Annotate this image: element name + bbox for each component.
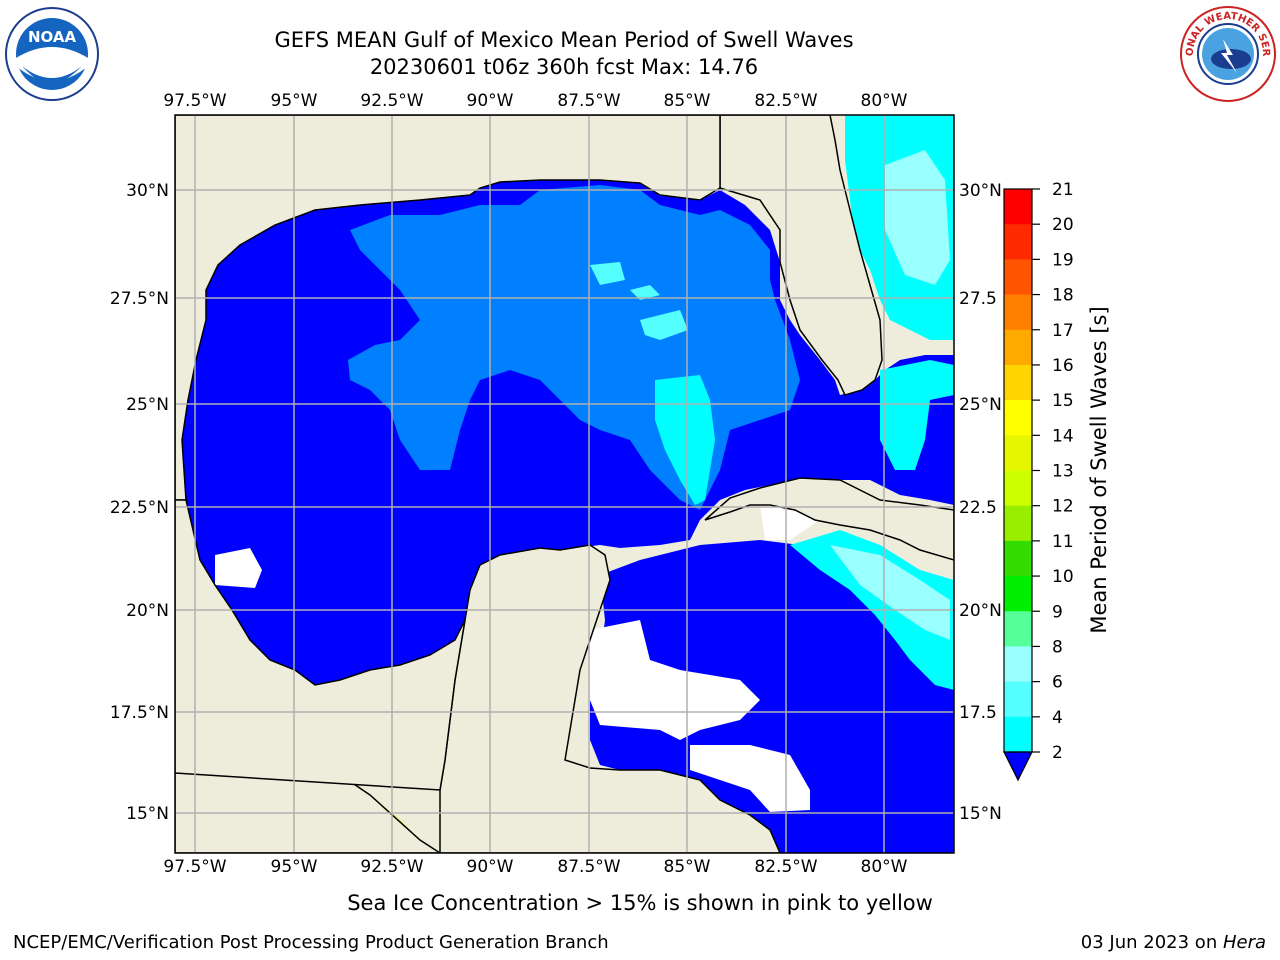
colorbar-label: Mean Period of Swell Waves [s] — [1087, 306, 1111, 633]
colorbar-cell — [1004, 505, 1032, 542]
nws-logo: NATIONAL WEATHER SERVICE — [1175, 0, 1277, 107]
chart-subtitle: 20230601 t06z 360h fcst Max: 14.76 — [369, 55, 759, 79]
lat-label: 15°N — [126, 804, 169, 824]
nodata-yucatan-east — [590, 620, 760, 740]
lon-label: 85°W — [664, 857, 711, 877]
colorbar-cell — [1004, 189, 1032, 225]
colorbar-cell — [1004, 611, 1032, 647]
colorbar-tick-label: 11 — [1052, 532, 1074, 552]
lat-label: 17.5 — [959, 703, 997, 723]
colorbar-cell — [1004, 470, 1032, 507]
colorbar-tick-label: 20 — [1052, 215, 1074, 235]
colorbar: 21 20 19 18 17 16 15 14 13 12 11 10 9 8 6 4 2 Mean Perio… — [1003, 180, 1111, 782]
lat-labels-left: 30°N 27.5°N 25°N 22.5°N 20°N 17.5°N 15°N — [110, 181, 169, 824]
colorbar-extend-arrow — [1003, 751, 1033, 782]
colorbar-cell — [1004, 540, 1032, 577]
caribbean-pale — [830, 545, 950, 640]
colorbar-tick-label: 19 — [1052, 250, 1074, 270]
lon-label: 97.5°W — [163, 91, 226, 111]
noaa-logo: NOAA — [4, 6, 100, 106]
colorbar-cell — [1004, 681, 1032, 718]
lon-label: 92.5°W — [360, 857, 423, 877]
lon-label: 80°W — [861, 91, 908, 111]
lon-labels-top: 97.5°W 95°W 92.5°W 90°W 87.5°W 85°W 82.5… — [163, 91, 907, 111]
colorbar-cell — [1004, 364, 1032, 401]
footer-branch: NCEP/EMC/Verification Post Processing Pr… — [13, 932, 609, 953]
us-coast-land — [175, 115, 721, 501]
colorbar-tick-label: 14 — [1052, 426, 1074, 446]
lat-label: 20°N — [959, 601, 1002, 621]
florida-land — [719, 115, 883, 396]
lat-label: 25°N — [126, 395, 169, 415]
colorbar-cell — [1004, 435, 1032, 471]
footer-machine: Hera — [1222, 932, 1266, 953]
colorbar-tick-label: 6 — [1052, 673, 1063, 693]
sea-ice-note: Sea Ice Concentration > 15% is shown in … — [347, 891, 933, 915]
bahamas-cyan — [880, 360, 954, 470]
lat-label: 22.5°N — [110, 498, 169, 518]
colorbar-cell — [1004, 576, 1032, 612]
swell-cyan-north — [590, 262, 688, 340]
colorbar-tick-label: 16 — [1052, 356, 1074, 376]
lon-labels-bottom: 97.5°W 95°W 92.5°W 90°W 87.5°W 85°W 82.5… — [163, 857, 907, 877]
atlantic-pale — [885, 150, 950, 285]
map-frame — [174, 114, 955, 854]
footer-date: 03 Jun 2023 on Hera — [1081, 932, 1266, 953]
map-gridlines — [175, 115, 954, 853]
lat-label: 22.5 — [959, 498, 997, 518]
colorbar-tick-label: 8 — [1052, 637, 1063, 657]
footer-date-text: 03 Jun 2023 on — [1080, 932, 1223, 953]
lat-label: 30°N — [959, 181, 1002, 201]
colorbar-tick-label: 13 — [1052, 462, 1074, 482]
swell-cyan-central — [655, 375, 715, 505]
lat-label: 15°N — [959, 804, 1002, 824]
colorbar-tick-label: 2 — [1052, 743, 1063, 763]
lat-label: 27.5°N — [110, 289, 169, 309]
lon-label: 95°W — [271, 857, 318, 877]
cuba-land — [704, 477, 954, 561]
lon-label: 92.5°W — [360, 91, 423, 111]
lon-label: 95°W — [271, 91, 318, 111]
lat-label: 17.5°N — [110, 703, 169, 723]
lon-label: 90°W — [467, 91, 514, 111]
nodata-bay-of-campeche — [215, 548, 262, 588]
map-area — [175, 115, 954, 853]
colorbar-tick-label: 12 — [1052, 497, 1074, 517]
colorbar-tick-label: 4 — [1052, 708, 1063, 728]
lat-label: 20°N — [126, 601, 169, 621]
lon-label: 85°W — [664, 91, 711, 111]
colorbar-tick-label: 9 — [1052, 602, 1063, 622]
lat-labels-right: 30°N 27.5 25°N 22.5 20°N 17.5 15°N — [959, 181, 1002, 824]
lon-label: 90°W — [467, 857, 514, 877]
lon-label: 87.5°W — [557, 91, 620, 111]
colorbar-cell — [1004, 259, 1032, 296]
lat-label: 25°N — [959, 395, 1002, 415]
lon-label: 80°W — [861, 857, 908, 877]
colorbar-tick-label: 17 — [1052, 321, 1074, 341]
nodata-honduras-coast — [690, 745, 810, 812]
colorbar-cell — [1004, 329, 1032, 366]
colorbar-cell — [1004, 400, 1032, 436]
lon-label: 97.5°W — [163, 857, 226, 877]
colorbar-cell — [1004, 224, 1032, 260]
colorbar-cell — [1004, 294, 1032, 331]
colorbar-cell — [1004, 646, 1032, 683]
chart-title: GEFS MEAN Gulf of Mexico Mean Period of … — [274, 28, 854, 52]
colorbar-tick-label: 15 — [1052, 391, 1074, 411]
lon-label: 87.5°W — [557, 857, 620, 877]
lat-label: 30°N — [126, 181, 169, 201]
lon-label: 82.5°W — [754, 857, 817, 877]
colorbar-cell — [1004, 716, 1032, 753]
colorbar-tick-label: 10 — [1052, 567, 1074, 587]
colorbar-tick-label: 21 — [1052, 180, 1074, 200]
lon-label: 82.5°W — [754, 91, 817, 111]
noaa-logo-text: NOAA — [28, 28, 77, 46]
lat-label: 27.5 — [959, 289, 997, 309]
colorbar-tick-label: 18 — [1052, 286, 1074, 306]
